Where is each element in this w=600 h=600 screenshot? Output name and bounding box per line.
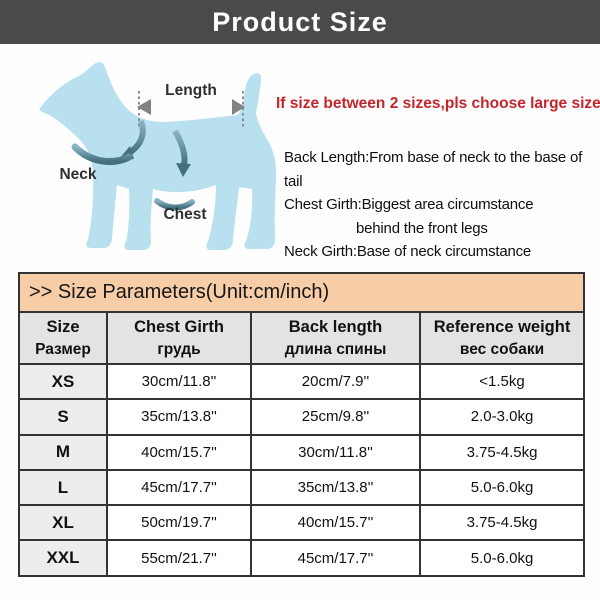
cell-size: M (18, 433, 108, 471)
cell-back: 30cm/11.8'' (250, 433, 421, 471)
size-table: >> Size Parameters(Unit:cm/inch) Size Ра… (17, 272, 586, 577)
size-table-title: >> Size Parameters(Unit:cm/inch) (17, 272, 586, 313)
cell-weight: 3.75-4.5kg (418, 504, 586, 542)
neck-band-icon (71, 143, 133, 165)
page-title: Product Size (212, 6, 388, 37)
col-header-chest-en: Chest Girth (134, 318, 224, 336)
neck-girth-explanation: Neck Girth:Base of neck circumstance (284, 243, 532, 260)
cell-chest: 40cm/15.7'' (106, 433, 252, 471)
size-table-header-row: Size Размер Chest Girth грудь Back lengt… (18, 311, 586, 365)
length-arrowhead-right-icon (232, 99, 245, 115)
cell-size: XXL (18, 539, 108, 577)
col-header-chest-ru: грудь (157, 341, 201, 358)
col-header-size-ru: Размер (35, 341, 91, 358)
col-header-weight-ru: вес собаки (459, 341, 545, 358)
col-header-size: Size Размер (18, 311, 108, 365)
cell-back: 45cm/17.7'' (250, 539, 421, 577)
cell-back: 40cm/15.7'' (250, 504, 421, 542)
cell-chest: 30cm/11.8'' (106, 362, 252, 401)
cell-back: 20cm/7.9'' (250, 362, 421, 401)
cell-size: XL (18, 504, 108, 542)
col-header-weight-en: Reference weight (433, 318, 571, 336)
cell-weight: 3.75-4.5kg (418, 433, 586, 471)
col-header-chest: Chest Girth грудь (106, 311, 252, 365)
table-row-l: L 45cm/17.7'' 35cm/13.8'' 5.0-6.0kg (18, 468, 586, 507)
chest-band-icon (154, 198, 195, 211)
dog-silhouette-image (39, 62, 276, 250)
chest-girth-explanation: Chest Girth:Biggest area circumstance (284, 196, 534, 213)
cell-back: 25cm/9.8'' (250, 398, 421, 436)
cell-chest: 45cm/17.7'' (106, 468, 252, 507)
size-table-title-row: >> Size Parameters(Unit:cm/inch) (17, 272, 586, 313)
sizing-note: If size between 2 sizes,pls choose large… (276, 95, 600, 112)
cell-weight: 5.0-6.0kg (418, 539, 586, 577)
cell-size: S (18, 398, 108, 436)
cell-back: 35cm/13.8'' (250, 468, 421, 507)
chest-arrowhead-icon (176, 163, 191, 177)
banner: Product Size (0, 0, 600, 44)
cell-weight: 5.0-6.0kg (418, 468, 586, 507)
col-header-back-en: Back length (288, 318, 383, 336)
table-row-s: S 35cm/13.8'' 25cm/9.8'' 2.0-3.0kg (18, 398, 586, 436)
table-row-xl: XL 50cm/19.7'' 40cm/15.7'' 3.75-4.5kg (18, 504, 586, 542)
cell-size: L (18, 468, 108, 507)
col-header-weight: Reference weight вес собаки (418, 311, 586, 365)
length-label: Length (165, 82, 217, 99)
col-header-size-en: Size (46, 318, 80, 336)
cell-chest: 55cm/21.7'' (106, 539, 252, 577)
table-row-m: M 40cm/15.7'' 30cm/11.8'' 3.75-4.5kg (18, 433, 586, 471)
cell-chest: 50cm/19.7'' (106, 504, 252, 542)
table-row-xxl: XXL 55cm/21.7'' 45cm/17.7'' 5.0-6.0kg (18, 539, 586, 577)
measurement-explanations: Back Length:From base of neck to the bas… (284, 146, 600, 264)
cell-size: XS (18, 362, 108, 401)
chest-girth-explanation-cont: behind the front legs (356, 219, 488, 237)
chest-arrow-icon (172, 129, 188, 166)
col-header-back-ru: длина спины (284, 341, 387, 358)
table-row-xs: XS 30cm/11.8'' 20cm/7.9'' <1.5kg (18, 362, 586, 401)
neck-label: Neck (59, 166, 96, 183)
dog-measurement-diagram: Length Neck Chest (39, 62, 276, 250)
cell-weight: <1.5kg (418, 362, 586, 401)
cell-weight: 2.0-3.0kg (418, 398, 586, 436)
col-header-back: Back length длина спины (250, 311, 421, 365)
length-arrowhead-left-icon (137, 99, 151, 115)
cell-chest: 35cm/13.8'' (106, 398, 252, 436)
chest-label: Chest (163, 206, 206, 223)
back-length-explanation: Back Length:From base of neck to the bas… (284, 149, 583, 190)
